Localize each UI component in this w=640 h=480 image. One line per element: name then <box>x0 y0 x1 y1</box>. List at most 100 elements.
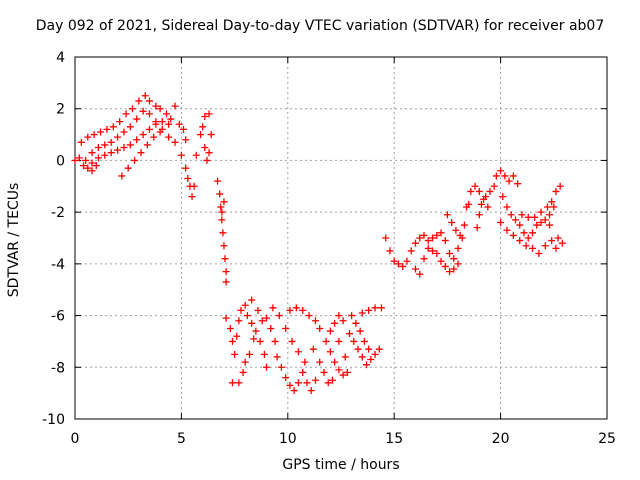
data-point <box>269 304 277 312</box>
data-point <box>156 128 164 136</box>
data-point <box>92 162 100 170</box>
data-point <box>88 149 96 157</box>
data-point <box>145 97 153 105</box>
data-point <box>331 358 339 366</box>
data-point <box>192 151 200 159</box>
data-point <box>228 337 236 345</box>
data-point <box>326 327 334 335</box>
data-point <box>433 250 441 258</box>
data-point <box>460 221 468 229</box>
data-point <box>88 167 96 175</box>
data-point <box>301 358 309 366</box>
data-point <box>543 203 551 211</box>
data-point <box>241 301 249 309</box>
data-point <box>365 345 373 353</box>
data-point <box>275 312 283 320</box>
data-point <box>416 234 424 242</box>
data-point <box>490 182 498 190</box>
data-point <box>309 345 317 353</box>
data-point <box>139 131 147 139</box>
data-point <box>358 353 366 361</box>
data-point <box>248 296 256 304</box>
data-point <box>371 304 379 312</box>
data-point <box>331 319 339 327</box>
data-point <box>220 198 228 206</box>
data-point <box>152 120 160 128</box>
data-point <box>446 250 454 258</box>
data-point <box>107 138 115 146</box>
data-point <box>424 244 432 252</box>
data-point <box>328 376 336 384</box>
data-point <box>450 265 458 273</box>
data-point <box>82 156 90 164</box>
data-point <box>360 337 368 345</box>
data-point <box>546 221 554 229</box>
data-point <box>471 182 479 190</box>
data-point <box>167 115 175 123</box>
data-point <box>220 242 228 250</box>
data-point <box>303 379 311 387</box>
data-point <box>222 268 230 276</box>
data-point <box>454 244 462 252</box>
data-point <box>386 247 394 255</box>
data-point <box>437 257 445 265</box>
data-point <box>467 187 475 195</box>
data-point <box>101 151 109 159</box>
plot-frame <box>74 56 608 420</box>
data-point <box>84 133 92 141</box>
data-point <box>97 128 105 136</box>
data-point <box>492 172 500 180</box>
data-point <box>411 239 419 247</box>
data-point <box>541 242 549 250</box>
data-point <box>558 239 566 247</box>
data-point <box>286 381 294 389</box>
data-point <box>290 387 298 395</box>
data-point <box>501 172 509 180</box>
data-point <box>263 363 271 371</box>
data-point <box>299 368 307 376</box>
y-tick-label: -8 <box>51 360 65 376</box>
data-point <box>231 350 239 358</box>
data-point <box>226 325 234 332</box>
data-point <box>531 213 539 221</box>
data-point <box>201 144 209 151</box>
data-point <box>537 208 545 216</box>
data-point <box>128 105 136 113</box>
data-point <box>228 379 236 387</box>
data-point <box>450 255 458 263</box>
data-point <box>350 337 358 345</box>
data-point <box>535 250 543 258</box>
data-point <box>335 366 343 374</box>
data-point <box>165 133 173 141</box>
data-point <box>507 211 515 219</box>
data-point <box>365 306 373 314</box>
data-point <box>520 229 528 237</box>
data-point <box>143 141 151 149</box>
x-tick-label: 0 <box>71 431 80 447</box>
data-point <box>537 218 545 226</box>
data-point <box>237 306 245 314</box>
data-point <box>522 242 530 250</box>
data-point <box>448 218 456 226</box>
data-point <box>273 353 281 361</box>
data-point <box>107 149 115 157</box>
data-point <box>214 177 222 185</box>
data-point <box>352 319 360 327</box>
data-point <box>205 149 213 157</box>
data-point <box>171 138 179 146</box>
data-point <box>177 151 185 159</box>
data-point <box>141 92 149 100</box>
data-point <box>101 141 109 149</box>
data-point <box>80 162 88 170</box>
data-point <box>118 172 126 180</box>
data-point <box>171 102 179 110</box>
data-point <box>182 136 190 144</box>
data-point <box>282 325 290 332</box>
data-point <box>456 231 464 239</box>
data-point <box>294 348 302 356</box>
data-point <box>190 182 198 190</box>
data-point <box>499 193 507 201</box>
data-point <box>133 115 141 123</box>
data-point <box>137 149 145 157</box>
